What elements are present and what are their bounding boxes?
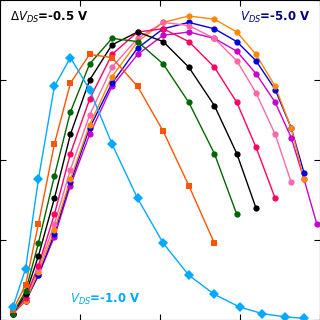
Text: $V_{DS}$=-5.0 V: $V_{DS}$=-5.0 V — [240, 10, 310, 25]
Text: $V_{DS}$=-1.0 V: $V_{DS}$=-1.0 V — [70, 292, 141, 307]
Text: $\Delta V_{DS}$=-0.5 V: $\Delta V_{DS}$=-0.5 V — [10, 10, 88, 25]
